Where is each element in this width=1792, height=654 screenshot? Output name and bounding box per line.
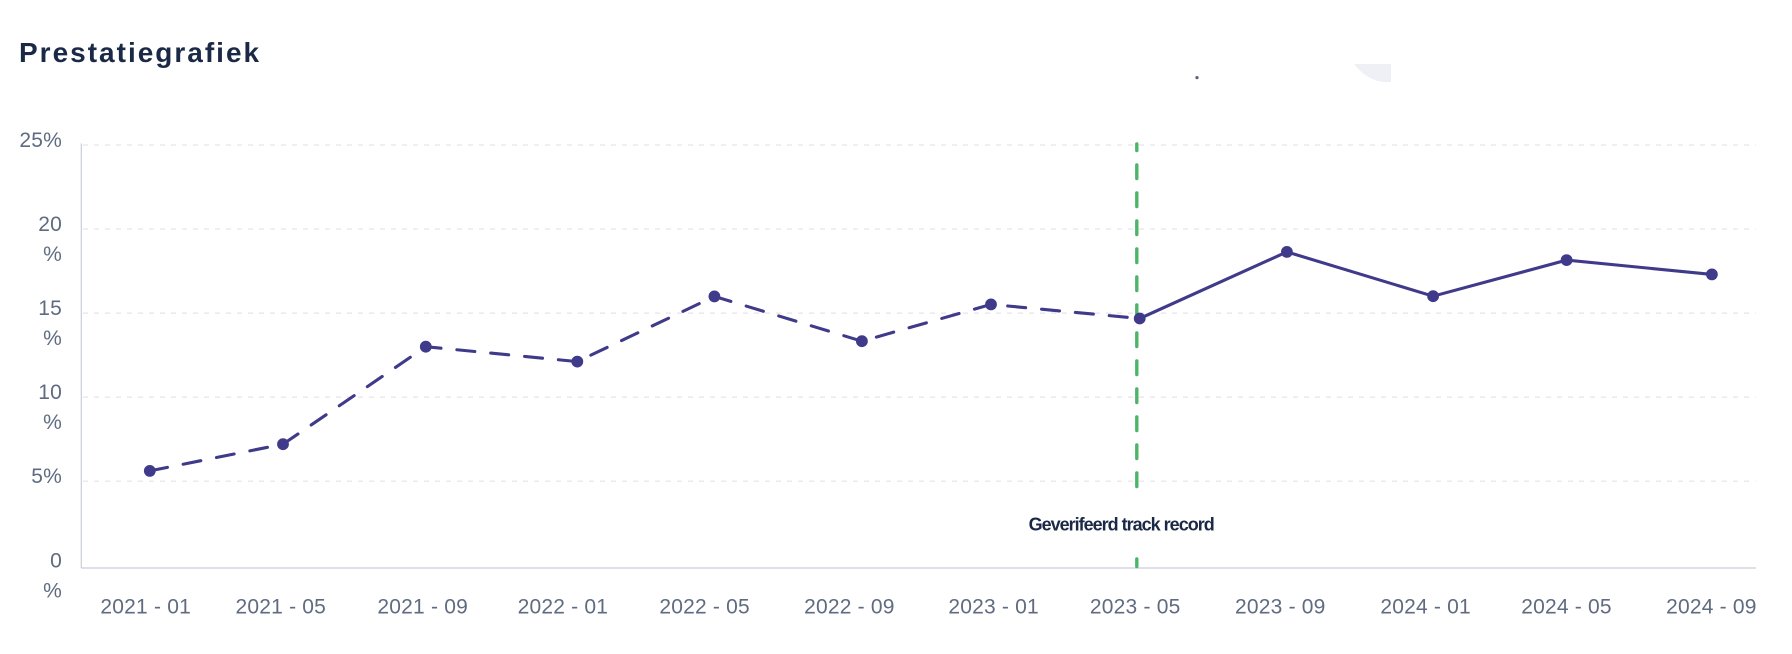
svg-text:2024 - 09: 2024 - 09	[1666, 596, 1757, 619]
svg-text:%: %	[43, 243, 62, 266]
svg-text:%: %	[43, 411, 62, 434]
svg-text:Geverifeerd track record: Geverifeerd track record	[1029, 514, 1214, 534]
svg-text:2022 - 01: 2022 - 01	[518, 596, 609, 619]
svg-text:25%: 25%	[19, 129, 62, 152]
svg-text:2021 - 09: 2021 - 09	[377, 596, 468, 619]
svg-text:2023 - 05: 2023 - 05	[1090, 596, 1181, 619]
svg-text:2022 - 09: 2022 - 09	[804, 596, 895, 619]
svg-text:2021 - 01: 2021 - 01	[100, 596, 191, 619]
svg-text:15: 15	[38, 297, 62, 320]
svg-text:2024 - 01: 2024 - 01	[1380, 596, 1471, 619]
svg-text:2023 - 01: 2023 - 01	[948, 596, 1039, 619]
svg-text:5%: 5%	[31, 465, 62, 488]
svg-text:20: 20	[38, 213, 62, 236]
svg-text:%: %	[43, 327, 62, 350]
svg-text:2021 - 05: 2021 - 05	[236, 596, 327, 619]
svg-text:2024 - 05: 2024 - 05	[1521, 596, 1612, 619]
svg-text:10: 10	[38, 381, 62, 404]
svg-text:2023 - 09: 2023 - 09	[1235, 596, 1326, 619]
svg-text:%: %	[43, 579, 62, 602]
svg-text:2022 - 05: 2022 - 05	[659, 596, 750, 619]
svg-text:0: 0	[50, 549, 62, 572]
